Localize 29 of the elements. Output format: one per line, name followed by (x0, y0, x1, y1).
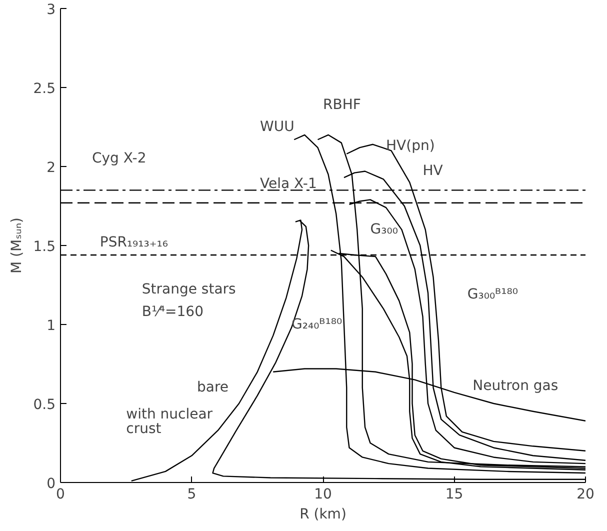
x-tick-label: 15 (445, 486, 464, 502)
annotation: crust (126, 420, 162, 437)
y-tick-label: 1 (46, 318, 56, 334)
annotation: Cyg X-2 (92, 150, 146, 167)
annotation: G₃₀₀ᴮ¹⁸⁰ (467, 286, 518, 302)
annotation: HV (422, 163, 444, 180)
y-tick-label: 2.5 (33, 81, 56, 97)
annotation: B¹⁄⁴=160 (142, 304, 204, 320)
y-tick-label: 2 (46, 160, 56, 176)
annotation: WUU (260, 119, 294, 135)
x-tick-label: 10 (314, 486, 332, 502)
y-tick-label: 1.5 (33, 239, 56, 255)
y-tick-label: 0 (46, 476, 56, 492)
annotation: HV(pn) (386, 138, 435, 154)
y-tick-label: 3 (46, 2, 56, 18)
annotation: bare (197, 380, 229, 396)
x-tick-label: 20 (576, 486, 594, 502)
annotation: G₂₄₀ᴮ¹⁸⁰ (292, 316, 342, 332)
annotation: Vela X-1 (260, 176, 317, 192)
annotation: PSR₁₉₁₃₊₁₆ (100, 234, 168, 250)
y-axis-title: M (Mₛᵤₙ) (9, 218, 26, 274)
x-axis-title: R (km) (300, 506, 346, 522)
y-tick-label: 0.5 (33, 397, 56, 413)
annotation: RBHF (323, 96, 361, 113)
annotation: G₃₀₀ (370, 222, 398, 238)
x-tick-label: 5 (187, 486, 196, 502)
annotation: with nuclear (126, 406, 213, 423)
annotation: Strange stars (142, 282, 236, 298)
annotation: Neutron gas (472, 378, 558, 394)
